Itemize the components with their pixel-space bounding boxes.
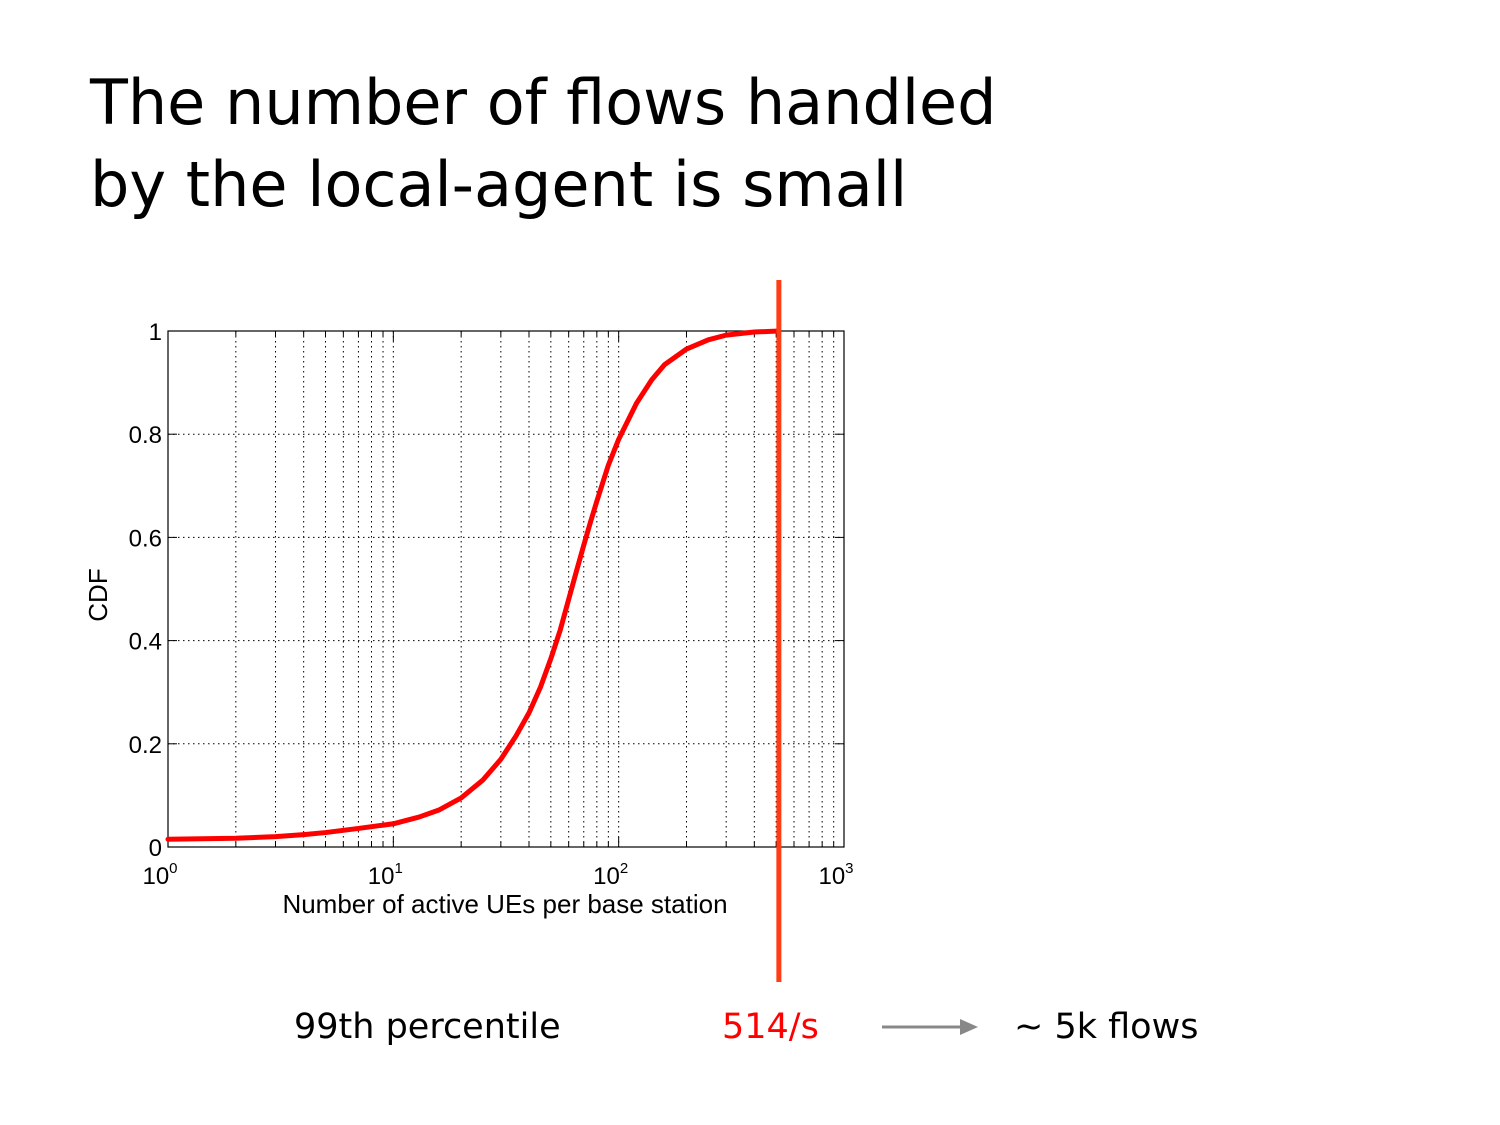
x-tick-label: 101 <box>368 860 403 890</box>
y-tick-label: 0.4 <box>129 629 162 656</box>
flows-result-label: ~ 5k flows <box>1014 1007 1199 1047</box>
axis-ticks: 0 0.2 0.4 0.6 0.8 1 100 101 102 103 <box>129 319 854 890</box>
y-tick-label: 0.8 <box>129 422 162 449</box>
cdf-series-line <box>165 328 782 842</box>
y-tick-label: 0 <box>149 835 162 862</box>
slide-title-line-2: by the local-agent is small <box>90 148 908 221</box>
y-tick-label: 0.2 <box>129 732 162 759</box>
series-layer <box>165 328 782 842</box>
percentile-label: 99th percentile <box>294 1007 561 1047</box>
grid-lines <box>168 331 844 847</box>
y-axis-label: CDF <box>83 568 113 621</box>
plot-frame <box>167 330 845 848</box>
y-tick-label: 0.6 <box>129 525 162 552</box>
right-arrow-icon <box>882 1019 978 1035</box>
x-tick-label: 102 <box>593 860 628 890</box>
y-tick-label: 1 <box>149 319 162 346</box>
slide-title: The number of flows handled by the local… <box>90 62 1190 226</box>
slide-title-line-1: The number of flows handled <box>90 66 997 139</box>
x-tick-label: 103 <box>818 860 853 890</box>
percentile-value: 514/s <box>722 1007 819 1047</box>
x-axis-label: Number of active UEs per base station <box>282 889 727 919</box>
x-tick-label: 100 <box>142 860 177 890</box>
